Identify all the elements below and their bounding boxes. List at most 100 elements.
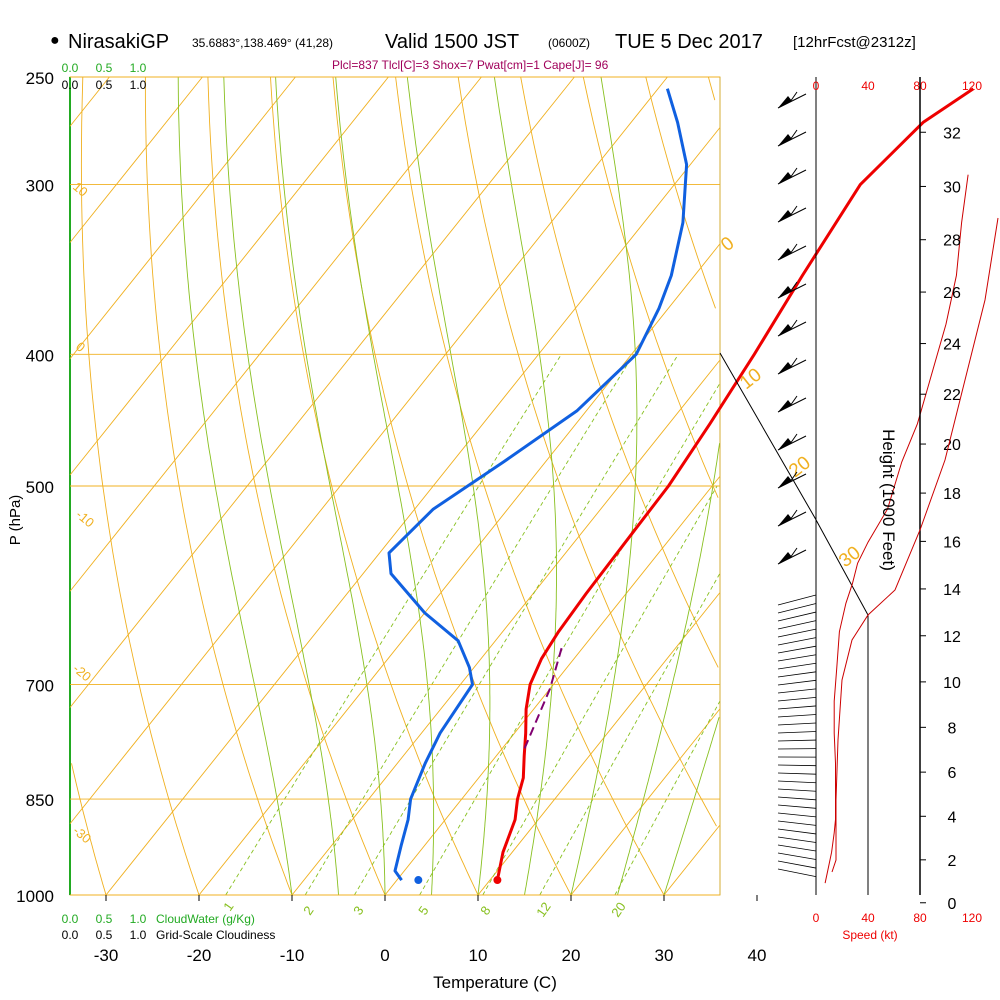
- cloudiness-scale-top-label: 0.0: [62, 78, 79, 92]
- x-tick-label: -30: [94, 946, 119, 965]
- isotherm-line: [105, 127, 721, 896]
- wind-barb-feather: [789, 471, 798, 483]
- isotherm-line: [69, 76, 203, 243]
- isotherm-label: -20: [70, 661, 94, 685]
- x-tick-label: -10: [280, 946, 305, 965]
- moist-adiabats-group: [177, 76, 721, 896]
- wind-barb-staff: [777, 679, 817, 686]
- isotherm-line: [69, 76, 668, 825]
- height-tick-label: 28: [943, 233, 961, 250]
- pressure-tick-label: 850: [26, 791, 54, 810]
- wind-barb-staff: [777, 714, 817, 718]
- moist-adiabat-line: [570, 76, 638, 896]
- wind-barb-staff: [777, 722, 817, 726]
- sounding-indices: Plcl=837 Tlcl[C]=3 Shox=7 Pwat[cm]=1 Cap…: [332, 58, 609, 72]
- wind-barb-staff: [777, 637, 817, 646]
- mixing-ratio-label: 3: [350, 903, 366, 918]
- cloudwater-scale-top-label: 0.0: [62, 61, 79, 75]
- cloudwater-label: CloudWater (g/Kg): [156, 912, 255, 926]
- isotherm-line: [198, 243, 721, 896]
- height-tick-label: 22: [943, 387, 961, 404]
- cloudiness-scale-bottom-label: 1.0: [130, 928, 147, 942]
- wind-barb-feather: [789, 547, 798, 559]
- x-tick-label: 10: [469, 946, 488, 965]
- wind-barb-flag: [778, 438, 792, 450]
- wind-barb-staff: [777, 671, 817, 678]
- pressure-tick-label: 250: [26, 69, 54, 88]
- height-tick-label: 4: [948, 809, 957, 826]
- wind-barb-staff: [777, 645, 817, 654]
- isotherm-label: -10: [73, 507, 97, 531]
- speed-axis-label: Speed (kt): [842, 928, 897, 942]
- isotherm-label: 10: [70, 179, 91, 200]
- wind-barb-flag: [778, 400, 792, 412]
- height-tick-label: 2: [948, 853, 957, 870]
- isotherm-line: [69, 76, 110, 127]
- height-tick-label: 8: [948, 720, 957, 737]
- wind-barb-feather: [789, 509, 798, 521]
- dry-adiabat-line: [144, 77, 293, 896]
- surface-temperature-marker: [493, 876, 502, 885]
- x-tick-label: -20: [187, 946, 212, 965]
- series-dewpoint-line: [387, 88, 689, 881]
- wind-barb-feather: [789, 433, 798, 445]
- height-tick-label: 16: [943, 534, 961, 551]
- y-axis-label: P (hPa): [7, 495, 24, 546]
- wind-barb-staff: [777, 836, 817, 843]
- wind-barb-staff: [777, 788, 817, 792]
- isotherm-line: [291, 359, 721, 896]
- cloudwater-scale-top-label: 0.5: [96, 61, 113, 75]
- x-tick-label: 0: [380, 946, 389, 965]
- wind-barb-staff: [777, 739, 817, 742]
- speed-tick-top-label: 0: [813, 79, 820, 93]
- isotherm-line: [477, 592, 721, 896]
- dry-adiabat-line: [645, 76, 716, 309]
- pressure-tick-label: 700: [26, 677, 54, 696]
- mixing-ratio-label: 2: [300, 903, 316, 918]
- wind-speed-profile-line: [824, 174, 969, 884]
- wind-barb-flag: [778, 476, 792, 488]
- dry-adiabat-line: [71, 763, 107, 896]
- wind-barb-flag: [778, 96, 792, 108]
- speed-tick-top-label: 40: [861, 79, 875, 93]
- forecast-label: [12hrFcst@2312z]: [793, 34, 916, 51]
- wind-barbs-group: [777, 91, 817, 877]
- valid-date: TUE 5 Dec 2017: [615, 31, 763, 53]
- wind-barb-staff: [777, 654, 817, 662]
- wind-barb-feather: [789, 205, 798, 217]
- height-tick-label: 10: [943, 675, 961, 692]
- series-parcel-line: [523, 645, 564, 749]
- dry-adiabat-line: [520, 76, 719, 668]
- wind-barb-flag: [778, 286, 792, 298]
- wind-barb-staff: [777, 780, 817, 784]
- surface-dewpoint-marker: [414, 876, 423, 885]
- pressure-levels-group: [70, 76, 720, 896]
- wind-barb-staff: [777, 611, 817, 622]
- height-tick-label: 0: [948, 896, 957, 913]
- wind-barb-feather: [789, 129, 798, 141]
- wind-barb-staff: [777, 731, 817, 734]
- wind-barb-staff: [777, 844, 817, 852]
- height-tick-label: 12: [943, 629, 961, 646]
- dry-adiabat-line: [457, 76, 717, 827]
- wind-barb-staff: [777, 812, 817, 818]
- dry-adiabats-group: [71, 76, 719, 896]
- cloudiness-scale-bottom-label: 0.5: [96, 928, 113, 942]
- speed-tick-top-label: 120: [962, 79, 982, 93]
- wind-barb-feather: [789, 243, 798, 255]
- height-axis-label: Height (1000 Feet): [879, 429, 898, 571]
- x-axis-label: Temperature (C): [433, 973, 557, 992]
- wind-barb-staff: [777, 804, 817, 809]
- mixing-ratio-label: 8: [477, 903, 493, 918]
- series-group: [387, 87, 975, 885]
- wind-barb-feather: [789, 167, 798, 179]
- wind-barb-feather: [789, 395, 798, 407]
- wind-barb-staff: [777, 620, 817, 630]
- cloudiness-scale-top-label: 1.0: [130, 78, 147, 92]
- height-tick-label: 24: [943, 337, 961, 354]
- mixing-ratio-label: 20: [608, 899, 629, 919]
- height-tick-label: 6: [948, 765, 957, 782]
- wind-barb-staff: [777, 852, 817, 860]
